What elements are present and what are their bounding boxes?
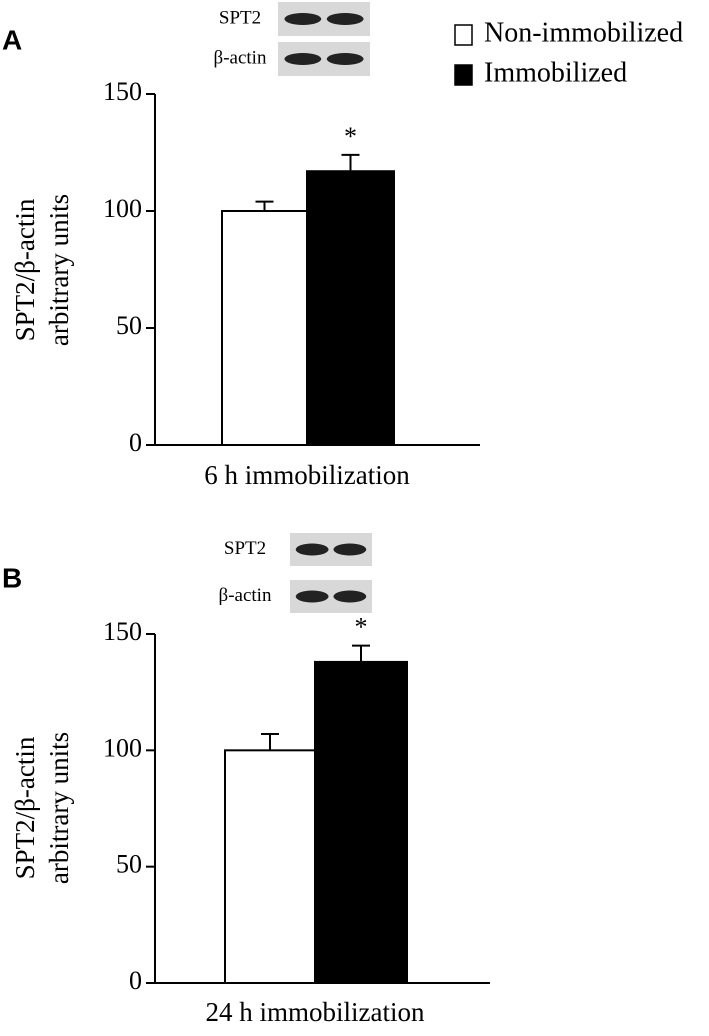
significance: *: [344, 122, 357, 151]
panel-label: B: [2, 562, 22, 593]
y-tick-label: 150: [103, 77, 142, 106]
y-axis-label: arbitrary units: [44, 194, 74, 346]
blot-band: [295, 543, 329, 556]
legend-swatch: [454, 24, 473, 46]
legend-swatch: [454, 64, 473, 86]
blot-label: β-actin: [219, 585, 272, 606]
y-tick-label: 50: [116, 311, 142, 340]
blot-band: [295, 590, 329, 603]
x-axis-label: 24 h immobilization: [206, 997, 425, 1027]
bar: [221, 210, 308, 446]
legend-label: Non-immobilized: [484, 17, 683, 48]
blot-band: [326, 13, 364, 25]
y-axis-label: arbitrary units: [44, 732, 74, 884]
bar: [224, 749, 316, 984]
y-tick-label: 0: [129, 966, 142, 995]
bar: [314, 660, 408, 984]
blot-band: [284, 13, 322, 25]
y-axis-label: SPT2/β-actin: [10, 736, 40, 879]
y-tick-label: 150: [103, 617, 142, 646]
blot-band: [284, 53, 322, 65]
blot-band: [333, 590, 367, 603]
y-tick-label: 100: [103, 733, 142, 762]
y-axis-label: SPT2/β-actin: [10, 198, 40, 341]
blot-label: β-actin: [214, 47, 267, 68]
blot-label: SPT2: [224, 538, 266, 559]
legend-label: Immobilized: [484, 57, 627, 88]
y-tick-label: 0: [129, 428, 142, 457]
panel-label: A: [2, 24, 22, 55]
bar: [306, 170, 395, 446]
y-tick-label: 100: [103, 194, 142, 223]
significance: *: [355, 613, 368, 642]
y-tick-label: 50: [116, 850, 142, 879]
x-axis-label: 6 h immobilization: [204, 460, 410, 490]
blot-band: [326, 53, 364, 65]
blot-label: SPT2: [219, 7, 261, 28]
blot-band: [333, 543, 367, 556]
